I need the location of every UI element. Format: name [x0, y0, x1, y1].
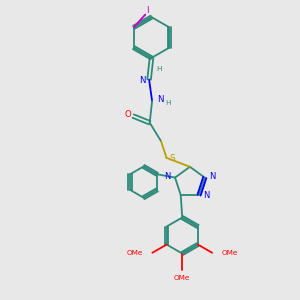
- Text: N: N: [164, 172, 171, 182]
- Text: O: O: [124, 110, 131, 119]
- Text: N: N: [157, 95, 164, 104]
- Text: I: I: [146, 6, 148, 15]
- Text: OMe: OMe: [174, 274, 190, 280]
- Text: N: N: [209, 172, 215, 182]
- Text: OMe: OMe: [222, 250, 238, 256]
- Text: H: H: [165, 100, 170, 106]
- Text: S: S: [169, 154, 175, 164]
- Text: N: N: [203, 191, 210, 200]
- Text: N: N: [139, 76, 146, 85]
- Text: OMe: OMe: [126, 250, 143, 256]
- Text: H: H: [156, 66, 161, 72]
